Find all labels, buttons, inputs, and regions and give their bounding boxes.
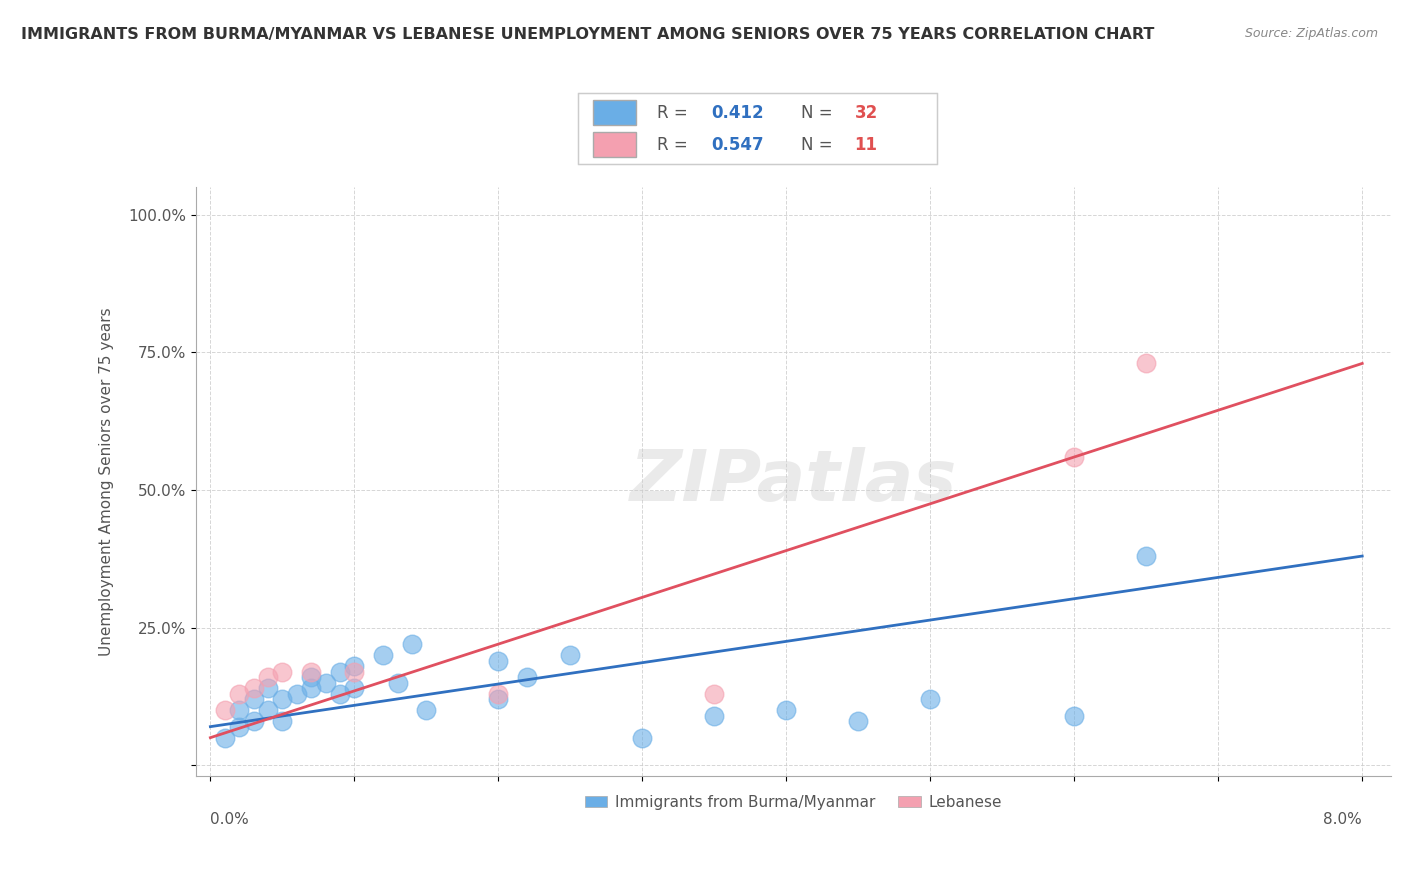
Point: [1063, 450, 1085, 464]
Point: [329, 687, 352, 701]
Point: [343, 659, 366, 673]
Point: [271, 665, 294, 679]
Point: [299, 681, 322, 695]
Point: [1063, 708, 1085, 723]
Point: [343, 681, 366, 695]
Point: [257, 670, 280, 684]
Point: [486, 654, 509, 668]
Point: [315, 675, 337, 690]
Point: [401, 637, 423, 651]
Point: [775, 703, 797, 717]
Point: [228, 703, 250, 717]
Point: [1135, 549, 1157, 563]
Point: [415, 703, 437, 717]
Point: [631, 731, 654, 745]
Point: [257, 681, 280, 695]
Point: [516, 670, 538, 684]
Point: [920, 692, 942, 706]
Point: [343, 665, 366, 679]
Point: [271, 692, 294, 706]
Point: [486, 692, 509, 706]
Point: [228, 687, 250, 701]
Point: [271, 714, 294, 728]
Point: [242, 681, 264, 695]
Point: [329, 665, 352, 679]
Point: [242, 714, 264, 728]
Point: [257, 703, 280, 717]
Point: [703, 708, 725, 723]
Text: IMMIGRANTS FROM BURMA/MYANMAR VS LEBANESE UNEMPLOYMENT AMONG SENIORS OVER 75 YEA: IMMIGRANTS FROM BURMA/MYANMAR VS LEBANES…: [21, 27, 1154, 42]
Point: [242, 692, 264, 706]
Point: [214, 731, 236, 745]
Point: [214, 703, 236, 717]
Point: [373, 648, 395, 662]
Y-axis label: Unemployment Among Seniors over 75 years: Unemployment Among Seniors over 75 years: [100, 308, 114, 657]
Text: 8.0%: 8.0%: [1323, 812, 1362, 827]
Point: [387, 675, 409, 690]
Point: [1135, 356, 1157, 370]
Point: [299, 665, 322, 679]
Point: [560, 648, 582, 662]
Point: [228, 720, 250, 734]
Text: ZIPatlas: ZIPatlas: [630, 447, 957, 516]
Text: 0.0%: 0.0%: [211, 812, 249, 827]
Text: Source: ZipAtlas.com: Source: ZipAtlas.com: [1244, 27, 1378, 40]
Point: [299, 670, 322, 684]
Point: [486, 687, 509, 701]
Point: [285, 687, 308, 701]
Point: [846, 714, 869, 728]
Legend: Immigrants from Burma/Myanmar, Lebanese: Immigrants from Burma/Myanmar, Lebanese: [578, 789, 1008, 815]
Point: [703, 687, 725, 701]
